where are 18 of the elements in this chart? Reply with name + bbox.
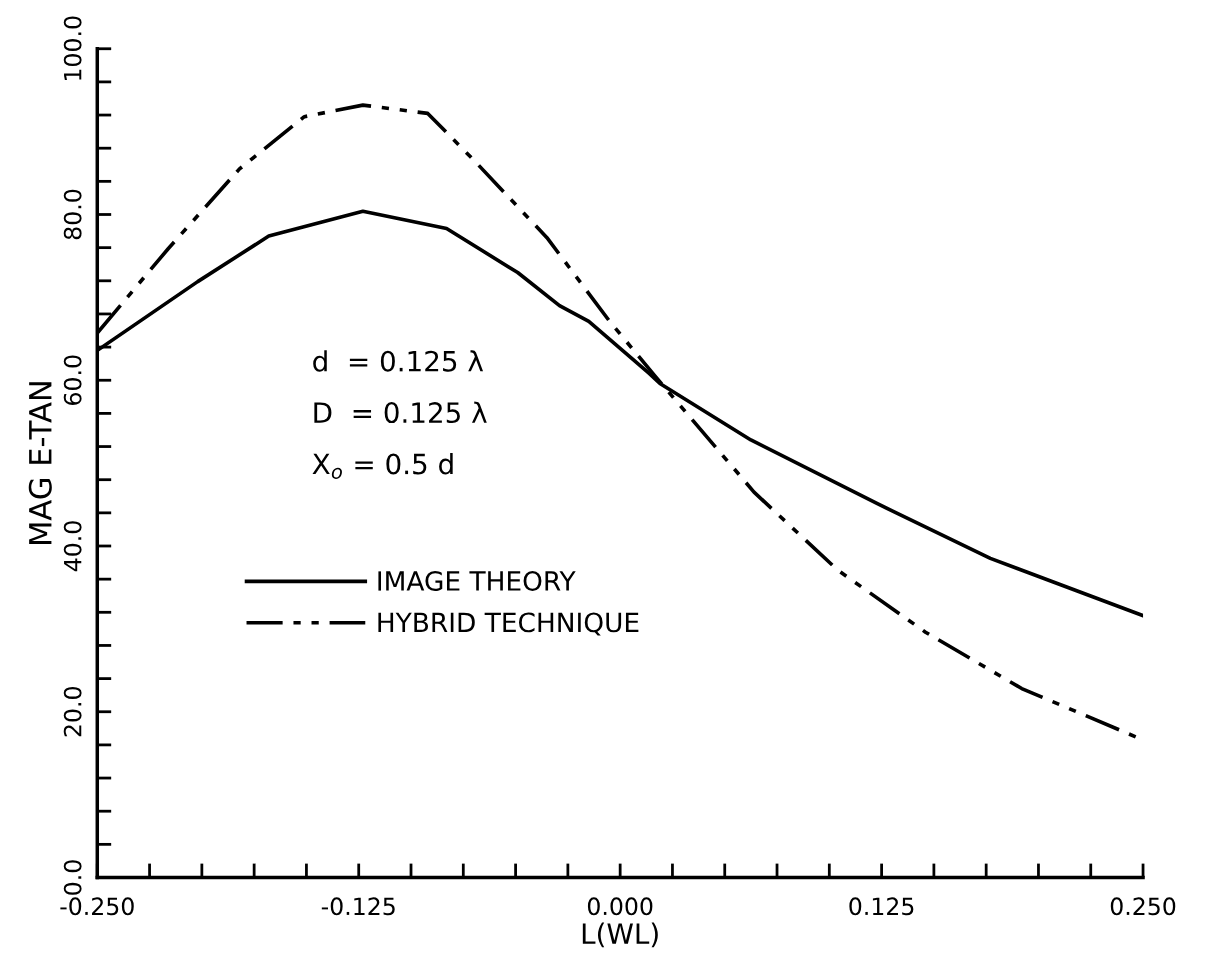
legend-label: HYBRID TECHNIQUE [378, 612, 639, 636]
x-axis-title: L(WL) [582, 922, 658, 948]
x-tick-label: 0.125 [849, 897, 914, 916]
y-tick-label: 40.0 [63, 521, 82, 572]
legend-label: IMAGE THEORY [378, 571, 576, 591]
y-tick-label: 80.0 [63, 189, 82, 240]
y-tick-label: 60.0 [63, 355, 82, 405]
y-tick-label: 20.0 [63, 687, 82, 737]
y-tick-label: 0.0 [63, 860, 82, 895]
annotation: d = 0.125 λ [313, 350, 484, 372]
annotation: D = 0.125 λ [314, 401, 487, 424]
y-axis-title: MAG E-TAN [28, 382, 52, 544]
x-tick-label: 0.250 [1110, 897, 1176, 916]
x-tick-label: 0.000 [587, 897, 653, 916]
x-tick-label: -0.250 [60, 897, 134, 916]
x-tick-label: -0.125 [321, 897, 395, 916]
annotation: X$_{o}$ = 0.5 d [312, 452, 453, 479]
y-tick-label: 100.0 [63, 16, 82, 80]
